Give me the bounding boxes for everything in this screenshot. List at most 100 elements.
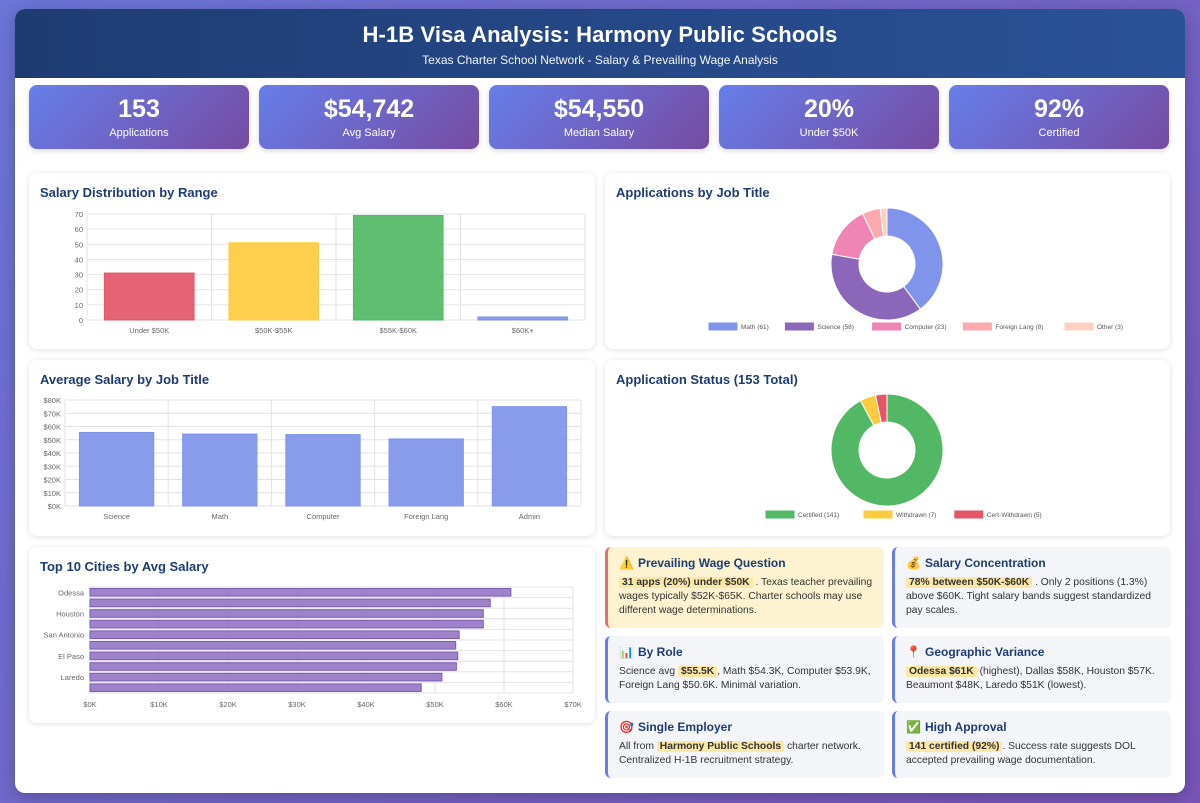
x-tick-label: $50K <box>426 700 444 709</box>
stat-card-certified: 92% Certified <box>949 85 1169 149</box>
avg-salary-by-job-card: $0K $10K $20K $30K $40K $50K $60K $70K $80K Scien… <box>29 360 595 536</box>
applications-by-job-card: Math (61) Science (58) Computer (23) Foreig… <box>605 173 1170 349</box>
y-tick-label: $60K <box>43 423 61 432</box>
salary-distribution-card: 0 10 20 30 40 50 60 70 Under $50K $50K-$55K $55K-$… <box>29 173 595 349</box>
insight-title: High Approval <box>925 720 1007 734</box>
insight-highlight: Odessa $61K <box>906 666 977 677</box>
y-tick-label: 60 <box>75 225 83 234</box>
stat-card-median-salary: $54,550 Median Salary <box>489 85 709 149</box>
y-tick-label: 50 <box>75 240 83 249</box>
warning-icon: ⚠️ <box>619 556 634 570</box>
bar <box>89 651 459 661</box>
pie-slice <box>879 207 888 237</box>
bar <box>388 438 464 507</box>
x-tick-label: $60K <box>495 700 513 709</box>
bar <box>89 609 484 618</box>
insight-title: Geographic Variance <box>925 645 1045 659</box>
bar <box>89 598 491 608</box>
avg-salary-by-job-chart: $0K $10K $20K $30K $40K $50K $60K $70K $80K Scien… <box>43 396 582 521</box>
legend-swatch <box>863 510 893 519</box>
page-title: H-1B Visa Analysis: Harmony Public Schoo… <box>362 22 838 47</box>
x-tick-label: Under $50K <box>129 326 169 335</box>
top-cities-chart: $0K $10K $20K $30K $40K $50K $60K $70K Odessa Hou… <box>44 586 582 709</box>
x-tick-label: $50K-$55K <box>255 326 293 335</box>
insight-prevailing-wage: ⚠️ Prevailing Wage Question 31 apps (20%)… <box>605 547 884 628</box>
x-tick-label: $60K+ <box>512 326 535 335</box>
legend-label: Math (61) <box>741 324 769 331</box>
y-tick-label: $40K <box>43 449 61 458</box>
x-tick-label: Foreign Lang <box>404 512 448 521</box>
x-tick-label: Science <box>103 512 130 521</box>
insight-text: . Only 2 positions (1.3%) above $60K. Ti… <box>906 577 1151 616</box>
x-tick-label: $10K <box>150 700 168 709</box>
bar <box>228 242 320 321</box>
chart-title: Average Salary by Job Title <box>40 372 210 387</box>
insight-title: Prevailing Wage Question <box>638 556 786 570</box>
insight-title: Salary Concentration <box>925 556 1046 570</box>
bar <box>477 316 569 321</box>
insight-title: By Role <box>638 645 683 659</box>
y-tick-label: El Paso <box>58 652 84 661</box>
insight-high-approval: ✅ High Approval 141 certified (92%). Succ… <box>892 711 1171 778</box>
stat-card-under-50k: 20% Under $50K <box>719 85 939 149</box>
x-tick-label: $0K <box>83 700 96 709</box>
target-icon: 🎯 <box>619 720 634 734</box>
bar <box>103 272 195 321</box>
insight-highlight: Harmony Public Schools <box>656 741 785 752</box>
y-tick-label: $50K <box>43 436 61 445</box>
legend-swatch <box>765 510 795 519</box>
stat-card-applications: 153 Applications <box>29 85 249 149</box>
insight-title: Single Employer <box>638 720 733 734</box>
insight-highlight: 141 certified (92%) <box>906 741 1003 752</box>
chart-title: Applications by Job Title <box>616 185 770 200</box>
legend-swatch <box>708 322 738 331</box>
stat-card-avg-salary: $54,742 Avg Salary <box>259 85 479 149</box>
legend-swatch <box>954 510 984 519</box>
bar <box>285 434 361 507</box>
y-tick-label: 40 <box>75 255 83 264</box>
bar <box>78 431 155 507</box>
legend-swatch <box>1064 322 1094 331</box>
pie-slice <box>830 253 921 321</box>
y-tick-label: 70 <box>75 210 83 219</box>
legend-swatch <box>962 322 992 331</box>
bar <box>89 672 443 682</box>
x-tick-label: Math <box>211 512 228 521</box>
y-tick-label: $30K <box>43 462 61 471</box>
x-tick-label: $55K-$60K <box>379 326 417 335</box>
y-tick-label: $80K <box>43 396 61 405</box>
legend-swatch <box>872 322 902 331</box>
x-tick-label: Computer <box>307 512 340 521</box>
y-tick-label: Houston <box>56 610 84 619</box>
insight-highlight: 31 apps (20%) under $50K <box>619 577 753 588</box>
check-icon: ✅ <box>906 720 921 734</box>
stat-value: $54,550 <box>553 95 645 123</box>
bar <box>89 619 484 629</box>
y-tick-label: San Antonio <box>44 631 84 640</box>
application-status-chart: Certified (141) Withdrawn (7) Cert-Withdra… <box>765 393 1042 519</box>
stat-value: 153 <box>118 95 160 123</box>
y-tick-label: $10K <box>43 489 61 498</box>
legend-label: Computer (23) <box>905 324 947 331</box>
legend-label: Other (3) <box>1097 324 1123 331</box>
insight-text: . Texas teacher prevailing wages typical… <box>619 577 873 616</box>
bar <box>89 662 457 671</box>
legend-label: Withdrawn (7) <box>896 512 936 519</box>
insight-text: . Success rate suggests DOL accepted pre… <box>906 741 1136 766</box>
legend-label: Science (58) <box>817 324 854 331</box>
insight-salary-concentration: 💰 Salary Concentration 78% between $50K-$… <box>892 547 1171 628</box>
legend-label: Cert-Withdrawn (5) <box>987 512 1042 519</box>
y-tick-label: Laredo <box>61 673 84 682</box>
insight-highlight: $55.5K <box>677 666 718 677</box>
insight-text: charter network. Centralized H-1B recrui… <box>619 741 861 766</box>
x-tick-label: $20K <box>219 700 237 709</box>
insight-text: (highest), Dallas $58K, Houston $57K. Be… <box>906 666 1155 691</box>
salary-distribution-chart: 0 10 20 30 40 50 60 70 Under $50K $50K-$55K $55K-$… <box>75 210 586 335</box>
bar-chart-icon: 📊 <box>619 645 634 659</box>
insight-single-employer: 🎯 Single Employer All from Harmony Public… <box>605 711 884 778</box>
bar <box>89 683 422 693</box>
applications-by-job-chart: Math (61) Science (58) Computer (23) Foreig… <box>708 207 1123 331</box>
chart-title: Top 10 Cities by Avg Salary <box>40 559 209 574</box>
stat-label: Applications <box>109 127 169 139</box>
pie-slice <box>830 393 944 507</box>
